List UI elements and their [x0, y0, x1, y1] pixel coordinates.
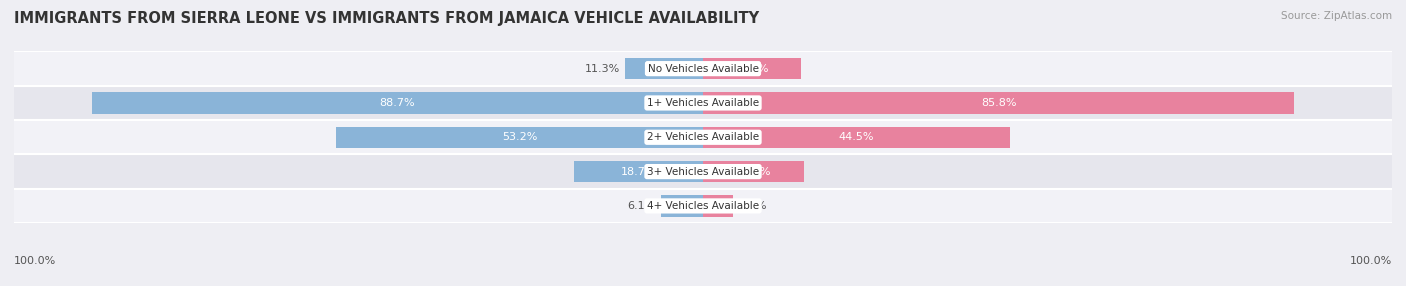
- Bar: [661, 195, 703, 217]
- Bar: [703, 161, 804, 182]
- Bar: [14, 189, 1392, 223]
- Bar: [14, 86, 1392, 120]
- Text: 1+ Vehicles Available: 1+ Vehicles Available: [647, 98, 759, 108]
- Bar: [14, 154, 1392, 189]
- Text: 100.0%: 100.0%: [14, 256, 56, 266]
- Bar: [703, 127, 1010, 148]
- Text: 11.3%: 11.3%: [585, 64, 620, 74]
- Text: 53.2%: 53.2%: [502, 132, 537, 142]
- Text: 44.5%: 44.5%: [838, 132, 875, 142]
- Bar: [574, 161, 703, 182]
- Text: 85.8%: 85.8%: [981, 98, 1017, 108]
- Text: 3+ Vehicles Available: 3+ Vehicles Available: [647, 167, 759, 176]
- Bar: [703, 92, 1294, 114]
- Text: 2+ Vehicles Available: 2+ Vehicles Available: [647, 132, 759, 142]
- Text: No Vehicles Available: No Vehicles Available: [648, 64, 758, 74]
- Bar: [91, 92, 703, 114]
- Bar: [14, 120, 1392, 154]
- Text: 4.4%: 4.4%: [738, 201, 768, 211]
- Bar: [626, 58, 703, 79]
- Text: 6.1%: 6.1%: [627, 201, 655, 211]
- Text: 18.7%: 18.7%: [621, 167, 657, 176]
- Bar: [703, 195, 734, 217]
- Bar: [14, 51, 1392, 86]
- Text: 14.7%: 14.7%: [735, 167, 772, 176]
- Text: 14.2%: 14.2%: [734, 64, 769, 74]
- Bar: [703, 58, 801, 79]
- Text: Source: ZipAtlas.com: Source: ZipAtlas.com: [1281, 11, 1392, 21]
- Text: 100.0%: 100.0%: [1350, 256, 1392, 266]
- Bar: [336, 127, 703, 148]
- Text: IMMIGRANTS FROM SIERRA LEONE VS IMMIGRANTS FROM JAMAICA VEHICLE AVAILABILITY: IMMIGRANTS FROM SIERRA LEONE VS IMMIGRAN…: [14, 11, 759, 26]
- Text: 4+ Vehicles Available: 4+ Vehicles Available: [647, 201, 759, 211]
- Text: 88.7%: 88.7%: [380, 98, 415, 108]
